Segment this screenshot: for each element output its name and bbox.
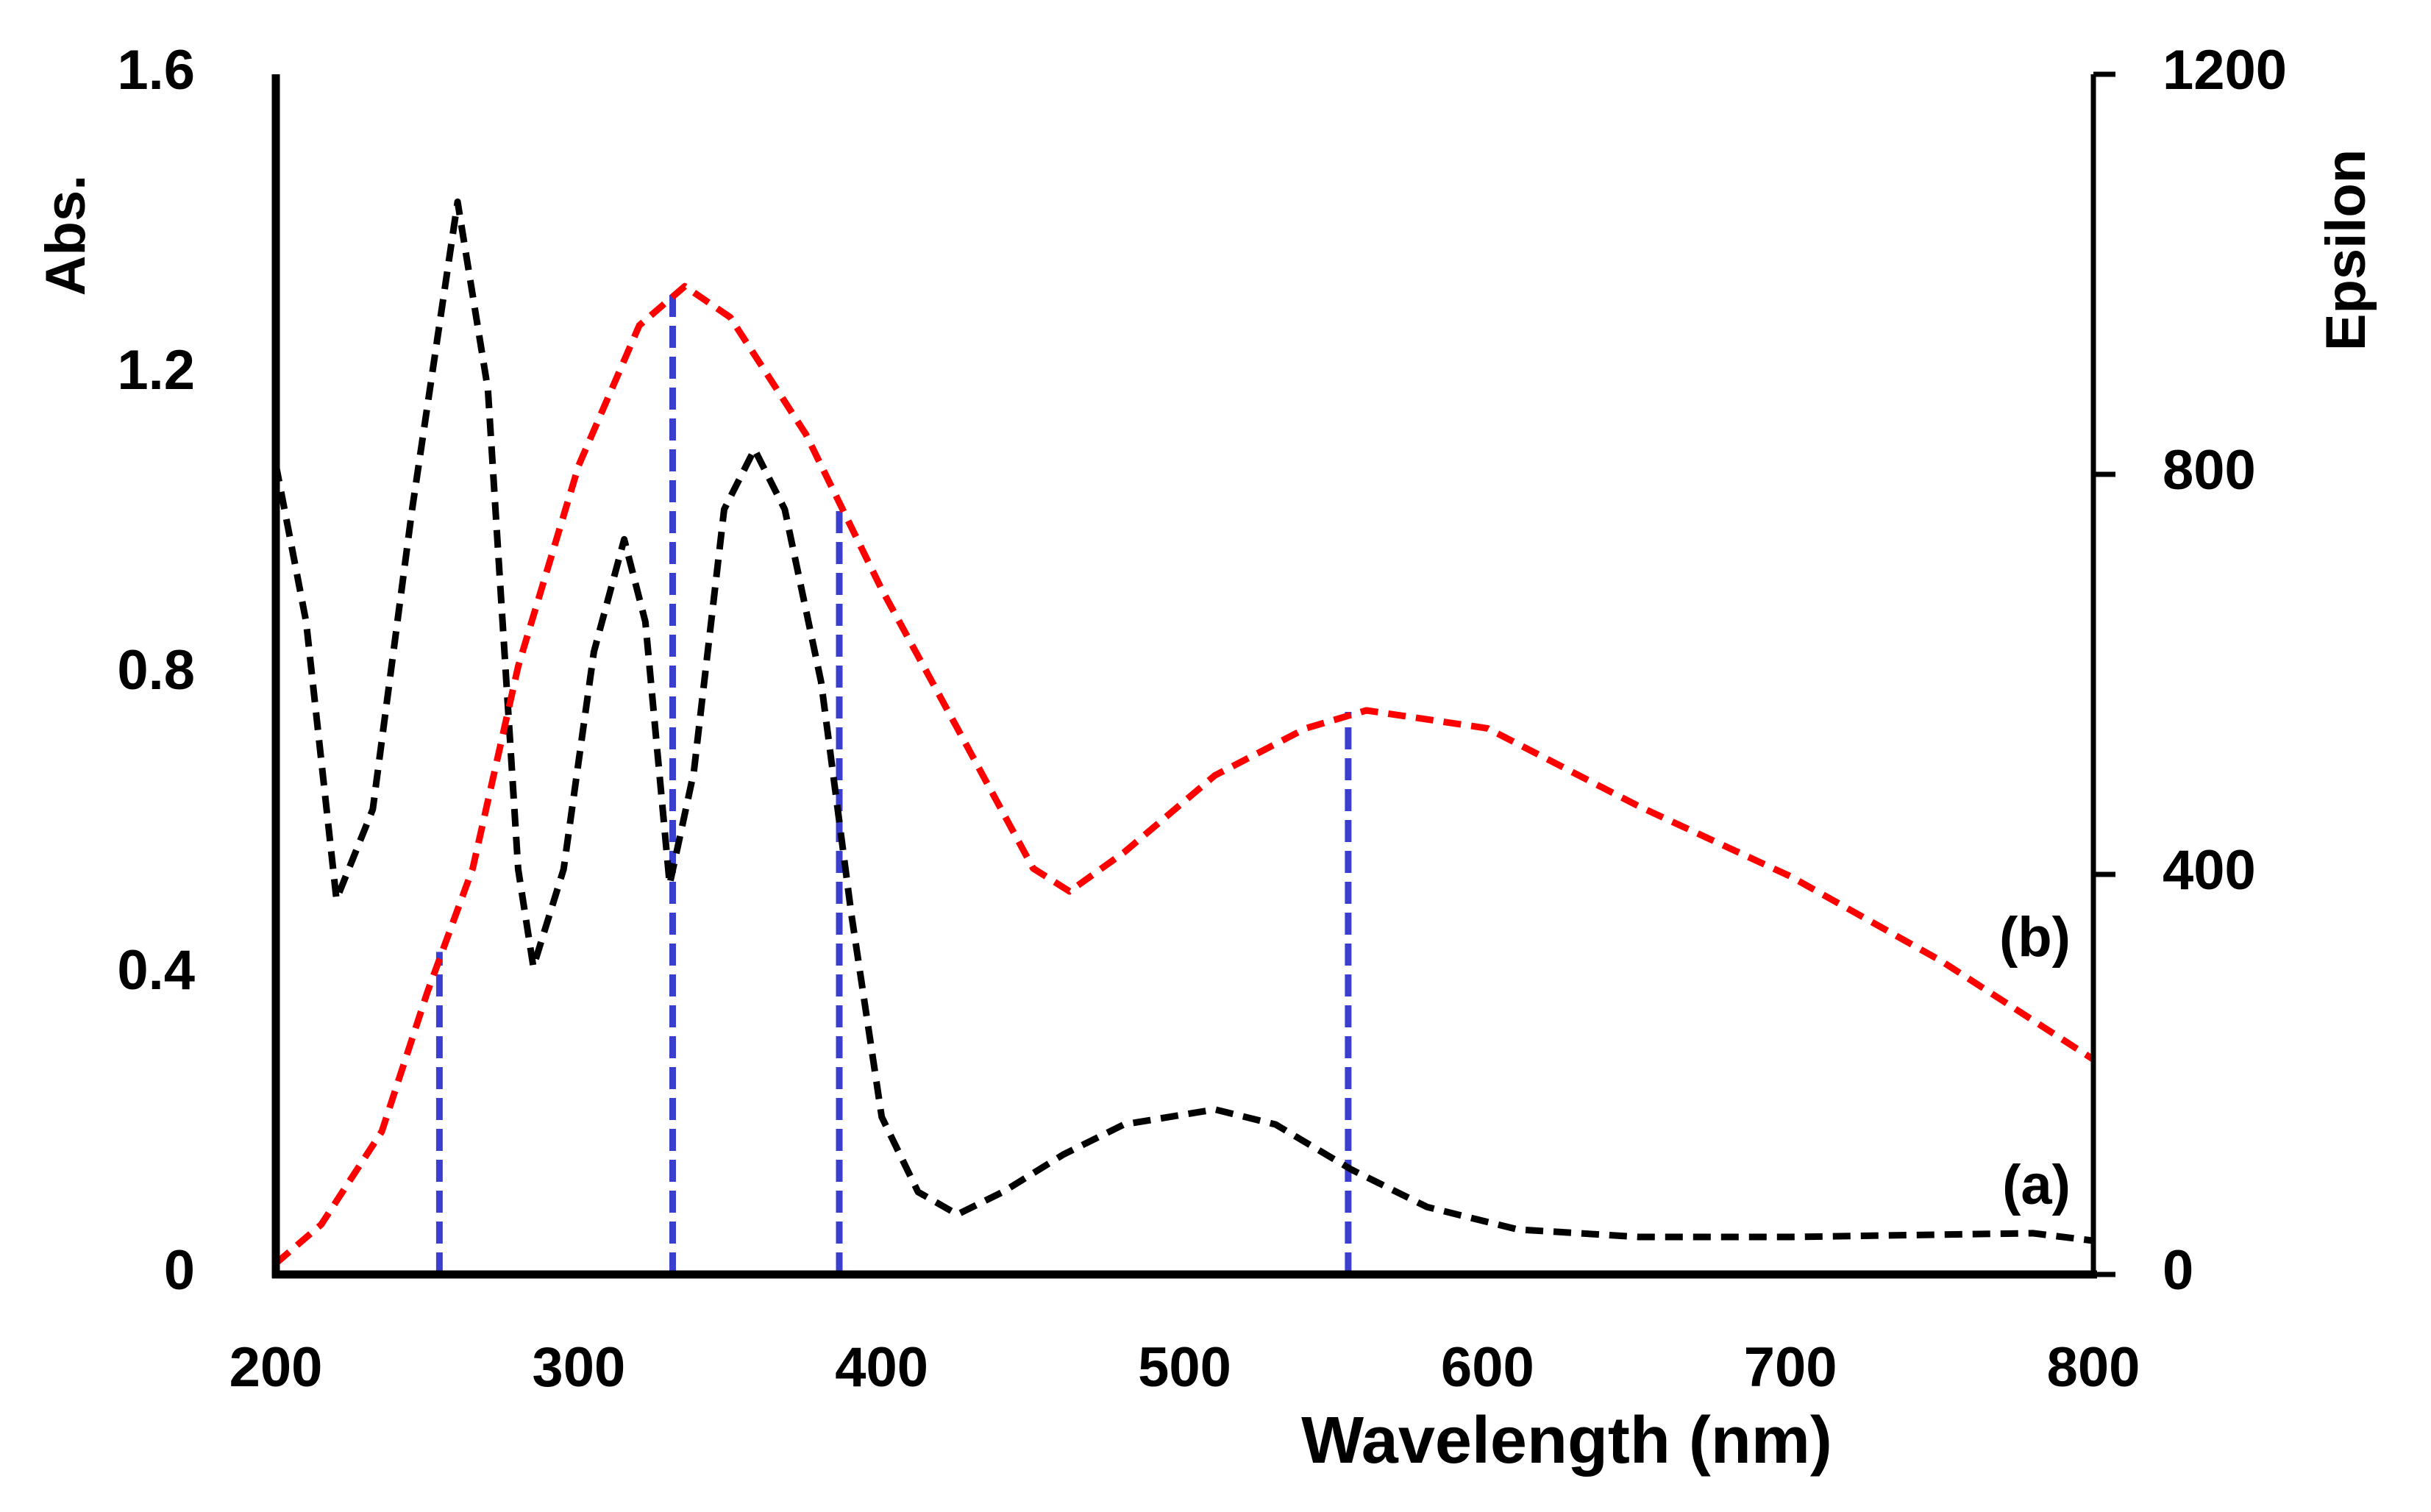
y-tick-label: 0.4: [117, 939, 195, 1002]
series-label: (a): [2002, 1154, 2071, 1216]
x-tick-label: 200: [229, 1336, 323, 1399]
series-line: [274, 282, 2096, 1266]
y-tick-label: 1.2: [117, 339, 195, 402]
series-line: [272, 198, 2094, 1244]
x-tick-label: 700: [1744, 1336, 1837, 1399]
y-tick-label: 1.6: [117, 39, 195, 101]
x-tick-label: 400: [835, 1336, 928, 1399]
y2-axis-label: Epsilon: [2315, 149, 2377, 351]
y2-tick-label: 0: [2163, 1239, 2193, 1302]
series-label: (b): [1999, 906, 2071, 969]
y2-tick-label: 1200: [2163, 39, 2287, 101]
y-tick-label: 0: [164, 1239, 195, 1302]
x-tick-label: 600: [1441, 1336, 1534, 1399]
x-tick-label: 300: [532, 1336, 625, 1399]
y-axis-label: Abs.: [35, 175, 97, 296]
x-tick-label: 500: [1138, 1336, 1231, 1399]
y2-tick-label: 400: [2163, 839, 2256, 902]
x-tick-label: 800: [2047, 1336, 2140, 1399]
y2-tick-label: 800: [2163, 439, 2256, 502]
y-tick-label: 0.8: [117, 639, 195, 702]
x-axis-label: Wavelength (nm): [1301, 1404, 1832, 1477]
